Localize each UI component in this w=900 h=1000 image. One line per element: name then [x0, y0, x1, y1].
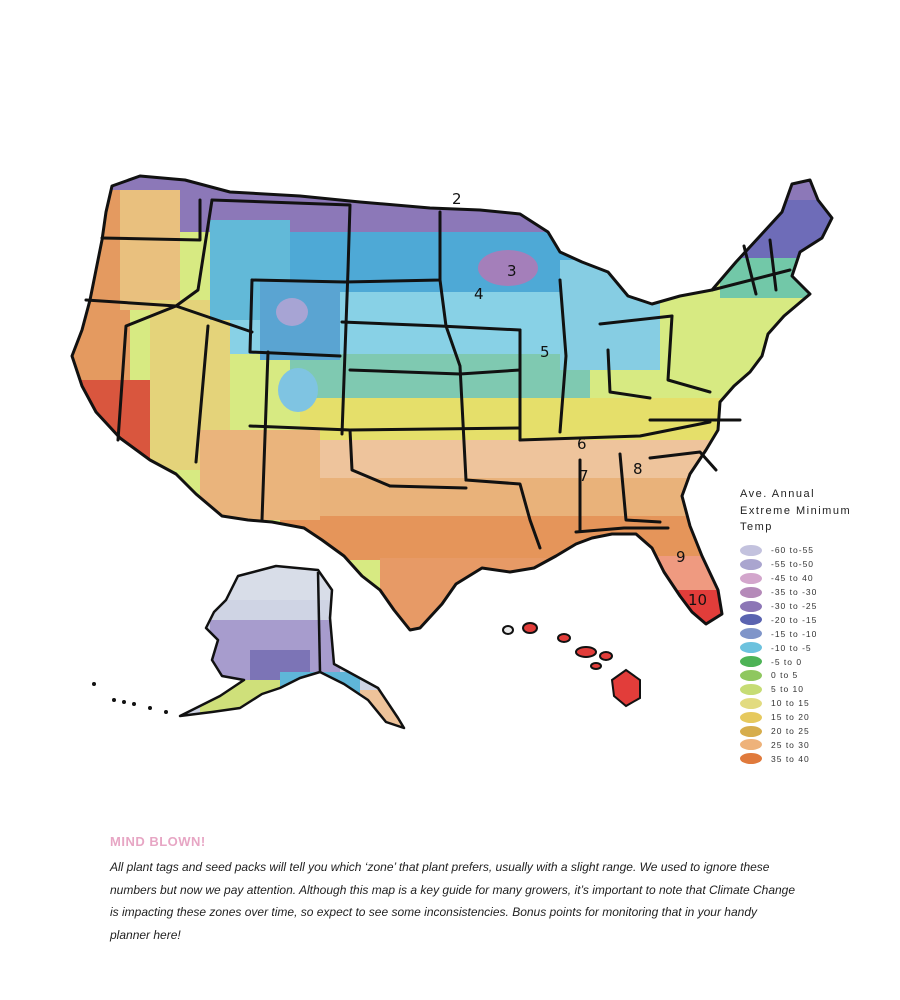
- legend-item: -35 to -30: [740, 585, 890, 599]
- legend-item: -55 to-50: [740, 557, 890, 571]
- legend-swatch: [740, 628, 762, 640]
- legend-label: -45 to 40: [771, 573, 814, 584]
- legend-swatch: [740, 711, 762, 723]
- legend-label: 5 to 10: [771, 684, 804, 695]
- temperature-legend: Ave. Annual Extreme Minimum Temp -60 to-…: [740, 486, 890, 766]
- legend-item: 35 to 40: [740, 752, 890, 766]
- legend-label: -55 to-50: [771, 559, 815, 570]
- legend-swatch: [740, 697, 762, 709]
- legend-item: -45 to 40: [740, 571, 890, 585]
- zone-label-2: 2: [452, 190, 462, 208]
- legend-item: 0 to 5: [740, 669, 890, 683]
- legend-swatch: [740, 683, 762, 695]
- zone-label-7: 7: [579, 467, 589, 485]
- legend-label: -60 to-55: [771, 545, 815, 556]
- us-borders: [70, 174, 834, 632]
- legend-label: 20 to 25: [771, 726, 810, 737]
- legend-swatch: [740, 544, 762, 556]
- legend-label: 25 to 30: [771, 739, 810, 750]
- caption-body: All plant tags and seed packs will tell …: [110, 860, 796, 942]
- legend-label: -35 to -30: [771, 587, 818, 598]
- hawaii: [502, 622, 641, 708]
- legend-item: 25 to 30: [740, 738, 890, 752]
- legend-item: 20 to 25: [740, 724, 890, 738]
- legend-item: -30 to -25: [740, 599, 890, 613]
- legend-swatch: [740, 753, 762, 765]
- zone-label-3: 3: [507, 262, 517, 280]
- legend-label: -20 to -15: [771, 614, 818, 625]
- legend-swatch: [740, 656, 762, 668]
- zone-label-5: 5: [540, 343, 550, 361]
- legend-item: -60 to-55: [740, 544, 890, 558]
- legend-swatch: [740, 558, 762, 570]
- zone-label-9: 9: [676, 548, 686, 566]
- legend-title-line-3: Temp: [740, 521, 773, 533]
- legend-title-line-2: Extreme Minimum: [740, 504, 852, 517]
- legend-label: -15 to -10: [771, 628, 818, 639]
- legend-label: 35 to 40: [771, 753, 810, 764]
- zone-label-6: 6: [577, 435, 587, 453]
- zone-label-4: 4: [474, 285, 484, 303]
- legend-swatch: [740, 572, 762, 584]
- legend-label: -10 to -5: [771, 642, 812, 653]
- legend-item: 10 to 15: [740, 696, 890, 710]
- legend-swatch: [740, 586, 762, 598]
- hardiness-zone-map: 2 3 4 5 6 7 8 9 10: [70, 174, 834, 730]
- legend-swatch: [740, 739, 762, 751]
- legend-swatch: [740, 614, 762, 626]
- legend-list: -60 to-55 -55 to-50 -45 to 40 -35 to -30 -30…: [740, 544, 890, 766]
- legend-item: -10 to -5: [740, 641, 890, 655]
- legend-label: 0 to 5: [771, 670, 799, 681]
- legend-item: -20 to -15: [740, 613, 890, 627]
- legend-label: 15 to 20: [771, 712, 810, 723]
- caption-section: MIND BLOWN! All plant tags and seed pack…: [110, 834, 800, 946]
- legend-swatch: [740, 600, 762, 612]
- legend-item: 5 to 10: [740, 682, 890, 696]
- legend-title-line-1: Ave. Annual: [740, 488, 816, 500]
- legend-item: -5 to 0: [740, 655, 890, 669]
- legend-item: -15 to -10: [740, 627, 890, 641]
- legend-item: 15 to 20: [740, 710, 890, 724]
- legend-label: 10 to 15: [771, 698, 810, 709]
- legend-label: -5 to 0: [771, 656, 803, 667]
- legend-swatch: [740, 669, 762, 681]
- legend-title: Ave. Annual Extreme Minimum Temp: [740, 486, 860, 536]
- legend-swatch: [740, 725, 762, 737]
- alaska: [92, 564, 406, 730]
- zone-labels: 2 3 4 5 6 7 8 9 10: [452, 190, 707, 609]
- legend-label: -30 to -25: [771, 601, 818, 611]
- caption-heading: MIND BLOWN!: [110, 834, 206, 849]
- zone-label-10: 10: [688, 591, 707, 609]
- legend-swatch: [740, 642, 762, 654]
- zone-label-8: 8: [633, 460, 643, 478]
